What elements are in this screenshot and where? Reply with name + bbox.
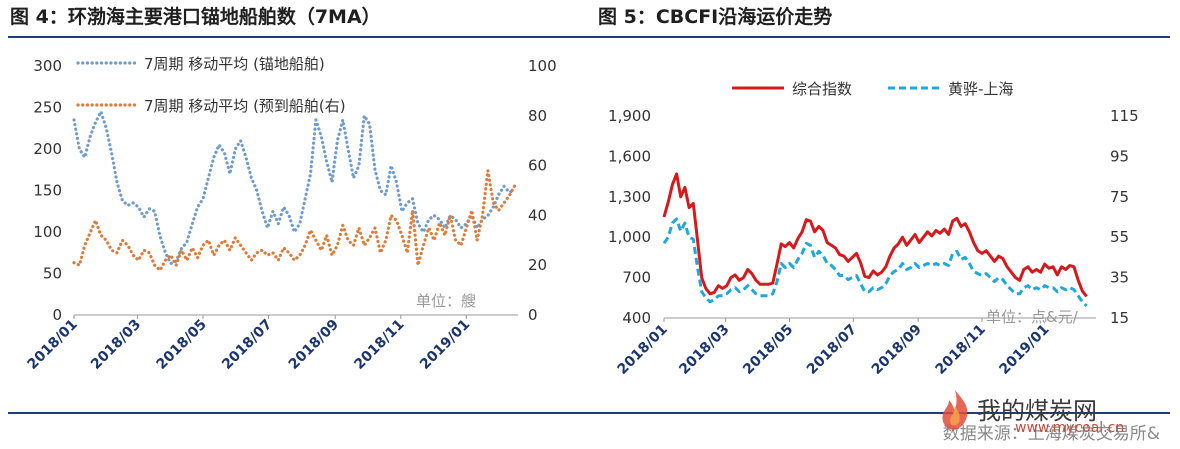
right-axis-tick-label: 75 — [1110, 188, 1129, 206]
right-axis-tick-label: 0 — [528, 306, 538, 324]
unit-note: 单位：艘 — [416, 292, 476, 310]
x-axis-tick-label: 2018/11 — [933, 322, 989, 378]
x-axis-tick-label: 2018/07 — [804, 322, 860, 378]
bottom-rule — [8, 412, 1170, 414]
series-line-fig4-0 — [72, 110, 517, 266]
right-axis-tick-label: 80 — [528, 107, 547, 125]
left-axis-tick-label: 200 — [33, 140, 62, 158]
left-axis-tick-label: 1,600 — [608, 147, 651, 165]
left-axis-tick-label: 150 — [33, 182, 62, 200]
left-axis-tick-label: 1,300 — [608, 188, 651, 206]
right-axis-tick-label: 95 — [1110, 147, 1129, 165]
figure-5-title: 图 5：CBCFI沿海运价走势 — [598, 6, 833, 28]
legend-label: 综合指数 — [792, 80, 852, 98]
x-axis-tick-label: 2018/05 — [740, 322, 796, 378]
watermark-name: 我的煤炭网 — [977, 397, 1097, 425]
series-line-fig5-1 — [662, 217, 1088, 307]
left-axis-tick-label: 50 — [43, 265, 62, 283]
x-axis-tick-label: 2018/09 — [869, 322, 925, 378]
top-rule — [8, 36, 1170, 38]
right-axis-tick-label: 100 — [528, 57, 557, 75]
flame-logo-icon — [942, 390, 968, 430]
left-axis-tick-label: 1,000 — [608, 228, 651, 246]
left-axis-tick-label: 0 — [52, 306, 62, 324]
watermark: 我的煤炭网 www.mycoal.cn — [935, 388, 1175, 438]
data-source-note: 数据来源：上海煤炭交易所& — [942, 424, 1160, 444]
figure-4-title: 图 4：环渤海主要港口锚地船舶数（7MA） — [10, 6, 381, 28]
left-axis-tick-label: 400 — [622, 309, 651, 327]
left-axis-tick-label: 1,900 — [608, 107, 651, 125]
left-axis-tick-label: 300 — [33, 57, 62, 75]
right-axis-tick-label: 55 — [1110, 228, 1129, 246]
x-axis-tick-label: 2019/01 — [996, 322, 1052, 378]
unit-note: 单位：点&元/ — [986, 308, 1079, 326]
legend-label: 黄骅-上海 — [948, 80, 1013, 98]
right-axis-tick-label: 20 — [528, 256, 547, 274]
legend-label: 7周期 移动平均 (锚地船舶) — [144, 55, 325, 73]
left-axis-tick-label: 100 — [33, 223, 62, 241]
right-axis-tick-label: 115 — [1110, 107, 1139, 125]
left-axis-tick-label: 250 — [33, 99, 62, 117]
x-axis-tick-label: 2018/03 — [676, 322, 732, 378]
right-axis-tick-label: 60 — [528, 157, 547, 175]
series-line-fig5-0 — [662, 172, 1088, 298]
cbcfi-freight-chart: 400 700 1,000 1,300 1,600 1,900 15 35 55 75 95 115 2… — [608, 80, 1139, 378]
x-axis-tick-label: 2018/01 — [615, 322, 671, 378]
series-line-fig4-1 — [72, 169, 517, 272]
right-axis-tick-label: 35 — [1110, 269, 1129, 287]
watermark-url: www.mycoal.cn — [1015, 420, 1125, 436]
right-axis-tick-label: 40 — [528, 206, 547, 224]
left-axis-tick-label: 700 — [622, 269, 651, 287]
legend-label: 7周期 移动平均 (预到船舶(右) — [144, 97, 346, 115]
right-axis-tick-label: 15 — [1110, 309, 1129, 327]
